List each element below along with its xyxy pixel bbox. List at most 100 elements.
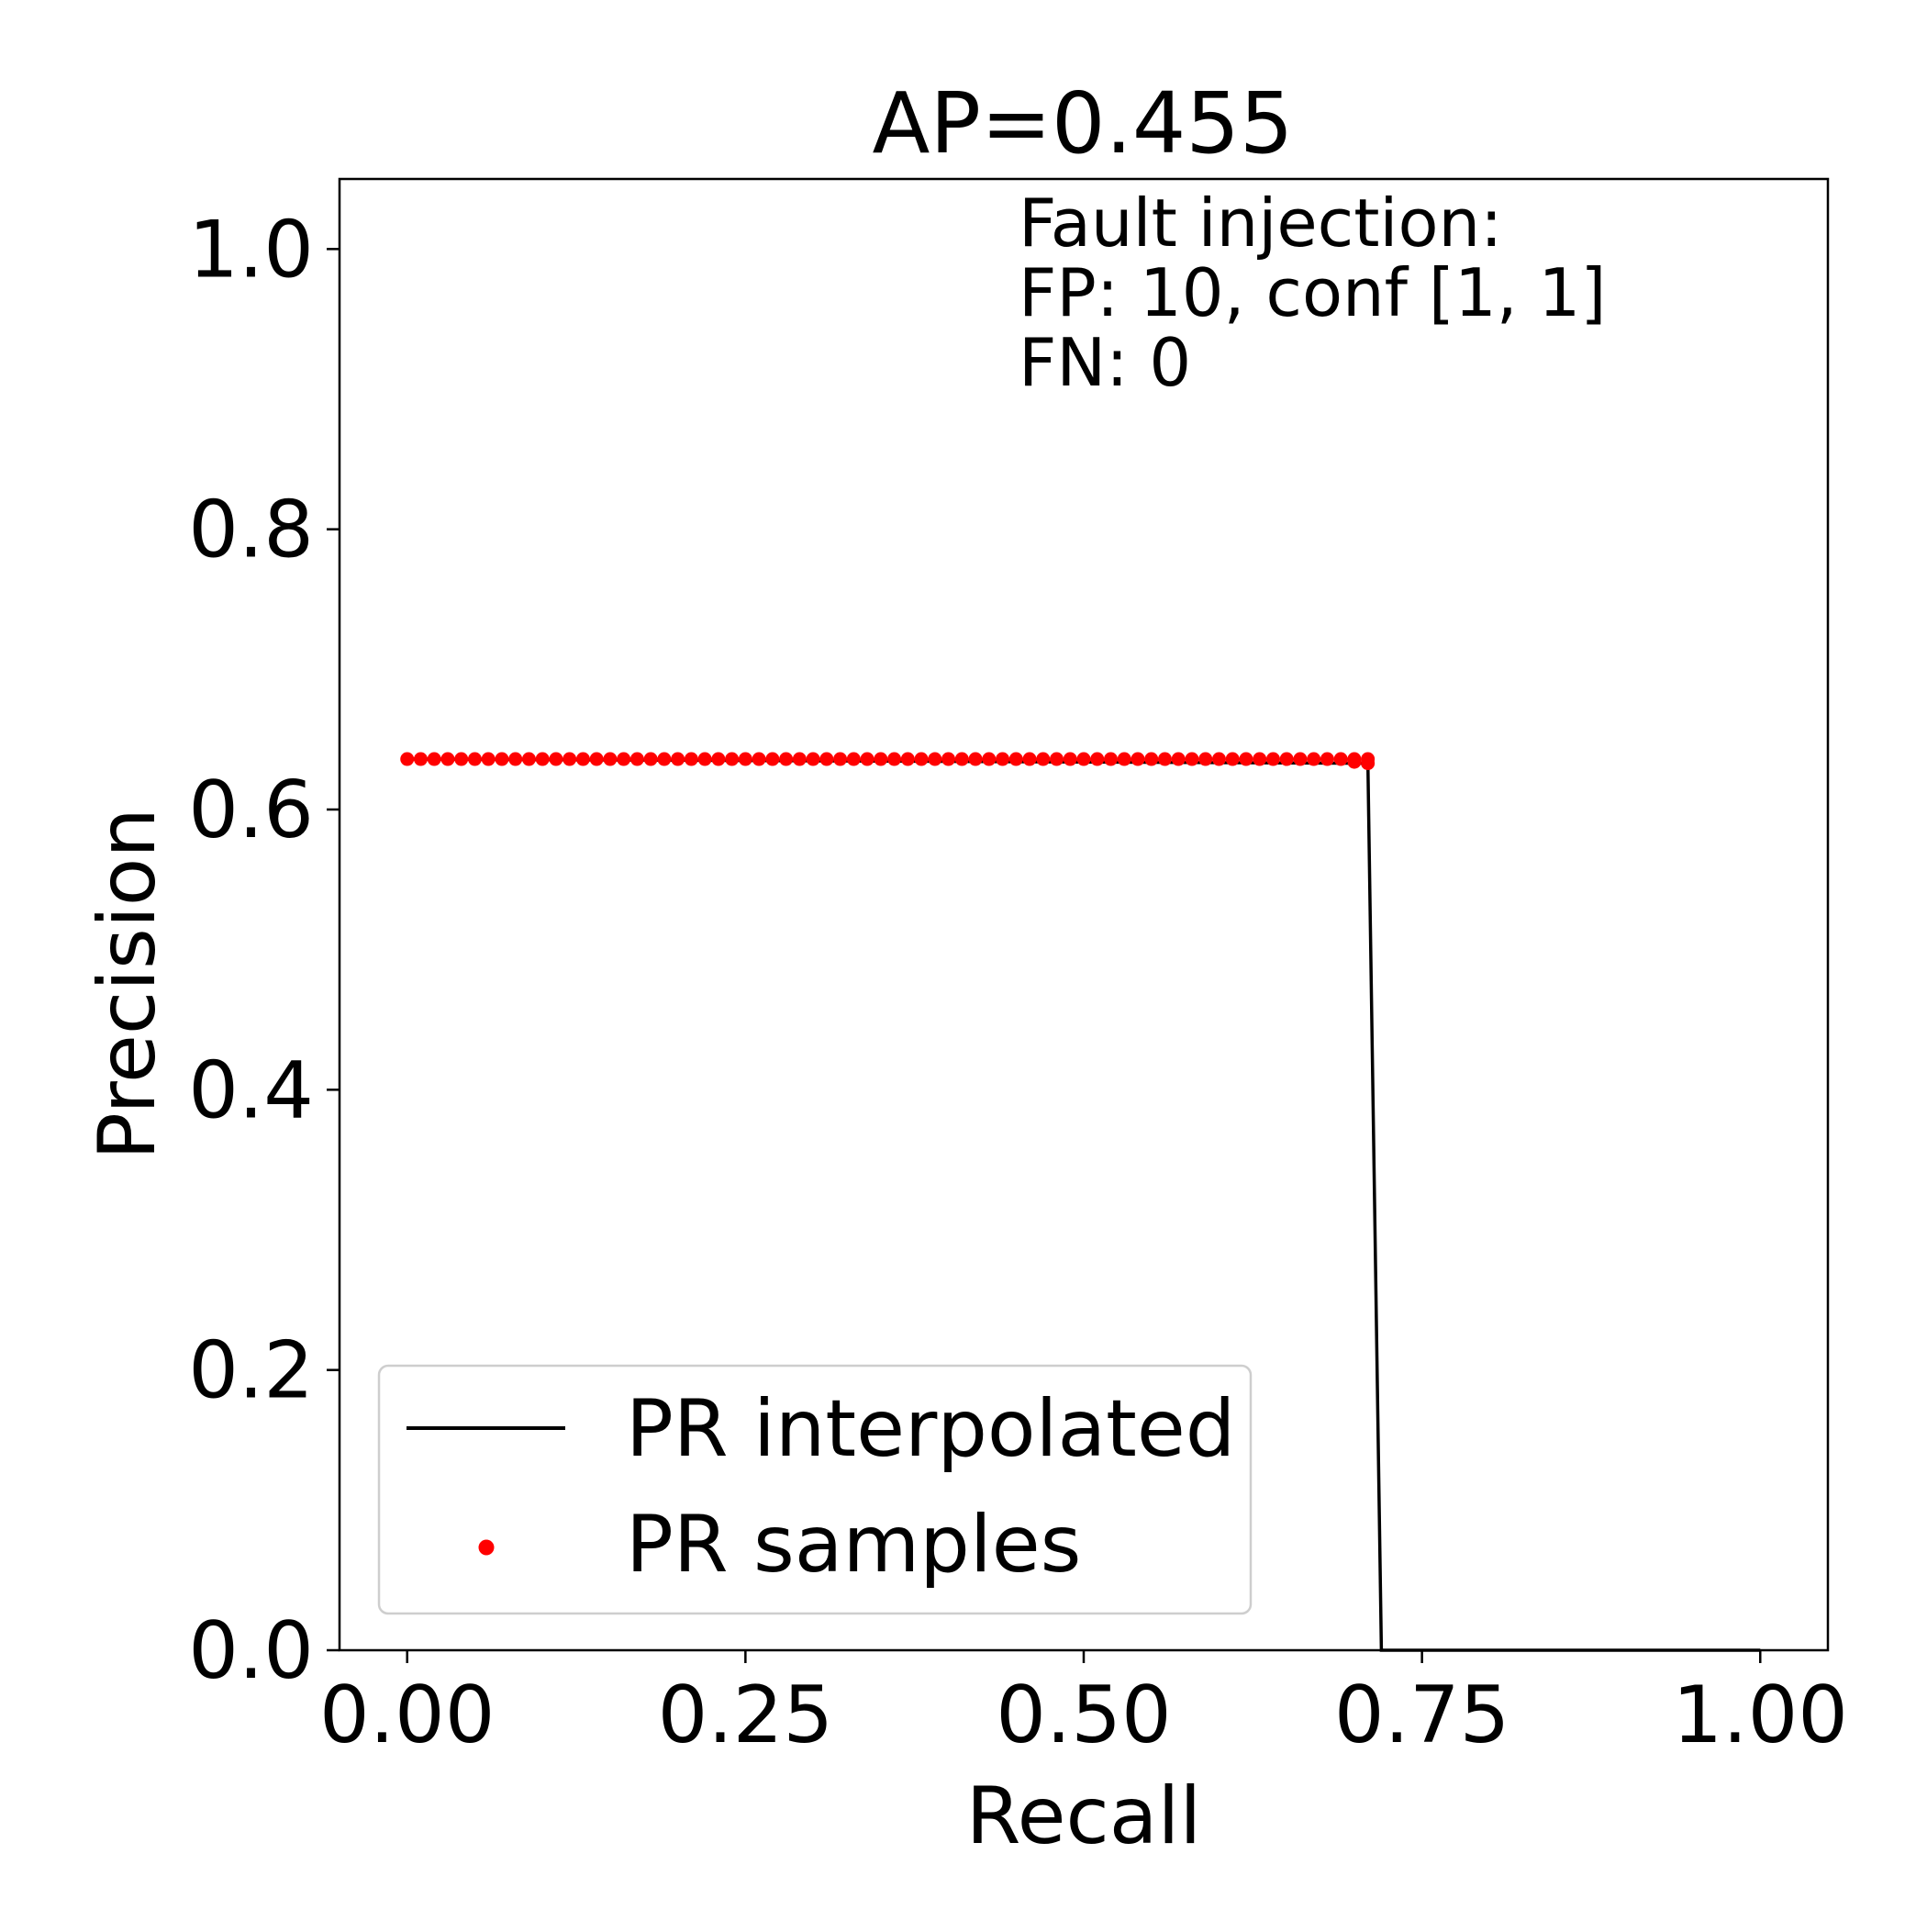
pr-sample-point	[575, 752, 590, 766]
pr-sample-point	[603, 752, 618, 766]
x-tick-label: 0.75	[1334, 1670, 1509, 1761]
legend-label: PR interpolated	[626, 1383, 1235, 1475]
pr-sample-point	[1265, 752, 1280, 766]
pr-sample-point	[1225, 752, 1240, 766]
pr-sample-point	[1211, 752, 1226, 766]
pr-sample-point	[941, 752, 956, 766]
pr-sample-point	[454, 752, 469, 766]
y-tick-label: 0.2	[188, 1325, 314, 1417]
x-tick-label: 0.00	[319, 1670, 495, 1761]
pr-sample-point	[833, 752, 848, 766]
legend: PR interpolated PR samples	[377, 1364, 1253, 1615]
pr-sample-point	[440, 752, 455, 766]
pr-sample-point	[563, 752, 577, 766]
pr-sample-point	[1347, 754, 1362, 769]
legend-dot-swatch	[478, 1539, 495, 1556]
pr-sample-point	[1076, 752, 1091, 766]
pr-sample-point	[481, 752, 496, 766]
y-axis-label: Precision	[82, 808, 173, 1160]
pr-sample-point	[1293, 752, 1308, 766]
fault-injection-annotation: Fault injection:FP: 10, conf [1, 1]FN: 0	[1019, 184, 1606, 401]
pr-sample-point	[467, 752, 482, 766]
pr-sample-point	[914, 752, 929, 766]
legend-box	[377, 1364, 1253, 1615]
annotation-line: Fault injection:	[1019, 184, 1502, 262]
pr-sample-point	[427, 752, 441, 766]
pr-sample-point	[684, 752, 698, 766]
pr-sample-point	[1239, 752, 1253, 766]
pr-sample-point	[643, 752, 658, 766]
pr-sample-point	[629, 752, 644, 766]
pr-sample-point	[1279, 752, 1294, 766]
pr-sample-point	[996, 752, 1010, 766]
pr-sample-point	[1036, 752, 1051, 766]
pr-sample-point	[1253, 752, 1267, 766]
pr-sample-point	[1307, 752, 1321, 766]
pr-sample-point	[1131, 752, 1145, 766]
pr-sample-point	[900, 752, 915, 766]
pr-sample-point	[982, 752, 997, 766]
plot-area	[338, 177, 1830, 1652]
pr-sample-point	[400, 752, 415, 766]
pr-sample-point	[1063, 752, 1077, 766]
pr-sample-point	[752, 752, 766, 766]
pr-sample-point	[711, 752, 726, 766]
pr-sample-point	[1185, 752, 1199, 766]
y-axis: 0.0 0.2 0.4 0.6 0.8 1.0	[188, 204, 340, 1697]
pr-sample-point	[1090, 752, 1105, 766]
pr-sample-point	[1361, 756, 1376, 771]
chart-title: AP=0.455	[873, 74, 1294, 173]
pr-sample-point	[1144, 752, 1159, 766]
pr-sample-point	[1022, 752, 1037, 766]
pr-sample-point	[1171, 752, 1186, 766]
pr-sample-point	[725, 752, 740, 766]
pr-samples-points	[400, 752, 1376, 771]
pr-interpolated-line	[407, 757, 1761, 1652]
pr-sample-point	[617, 752, 631, 766]
pr-sample-point	[413, 752, 428, 766]
x-tick-label: 1.00	[1673, 1670, 1848, 1761]
pr-sample-point	[697, 752, 712, 766]
pr-sample-point	[887, 752, 902, 766]
pr-sample-point	[1320, 752, 1334, 766]
pr-sample-point	[819, 752, 834, 766]
pr-sample-point	[928, 752, 942, 766]
annotation-line: FP: 10, conf [1, 1]	[1019, 254, 1606, 331]
legend-label: PR samples	[626, 1499, 1081, 1591]
pr-sample-point	[549, 752, 563, 766]
pr-sample-point	[860, 752, 874, 766]
pr-sample-point	[779, 752, 794, 766]
x-axis: 0.00 0.25 0.50 0.75 1.00	[319, 1650, 1848, 1761]
pr-sample-point	[806, 752, 820, 766]
pr-sample-point	[508, 752, 523, 766]
pr-sample-point	[1333, 752, 1348, 766]
pr-sample-point	[521, 752, 536, 766]
pr-sample-point	[846, 752, 861, 766]
pr-sample-point	[874, 752, 888, 766]
y-tick-label: 1.0	[188, 204, 314, 296]
pr-sample-point	[1117, 752, 1131, 766]
pr-sample-point	[765, 752, 780, 766]
pr-sample-point	[792, 752, 807, 766]
x-tick-label: 0.25	[658, 1670, 833, 1761]
pr-sample-point	[535, 752, 550, 766]
pr-sample-point	[1198, 752, 1213, 766]
pr-sample-point	[738, 752, 752, 766]
y-tick-label: 0.4	[188, 1044, 314, 1136]
pr-sample-point	[1050, 752, 1064, 766]
pr-sample-point	[1008, 752, 1023, 766]
y-tick-label: 0.8	[188, 485, 314, 576]
annotation-line: FN: 0	[1019, 324, 1191, 401]
pr-sample-point	[954, 752, 969, 766]
x-axis-label: Recall	[966, 1770, 1202, 1862]
pr-sample-point	[589, 752, 604, 766]
y-tick-label: 0.0	[188, 1605, 314, 1697]
pr-sample-point	[495, 752, 509, 766]
x-tick-label: 0.50	[996, 1670, 1171, 1761]
pr-sample-point	[968, 752, 983, 766]
pr-sample-point	[671, 752, 685, 766]
pr-sample-point	[1103, 752, 1118, 766]
pr-sample-point	[657, 752, 672, 766]
